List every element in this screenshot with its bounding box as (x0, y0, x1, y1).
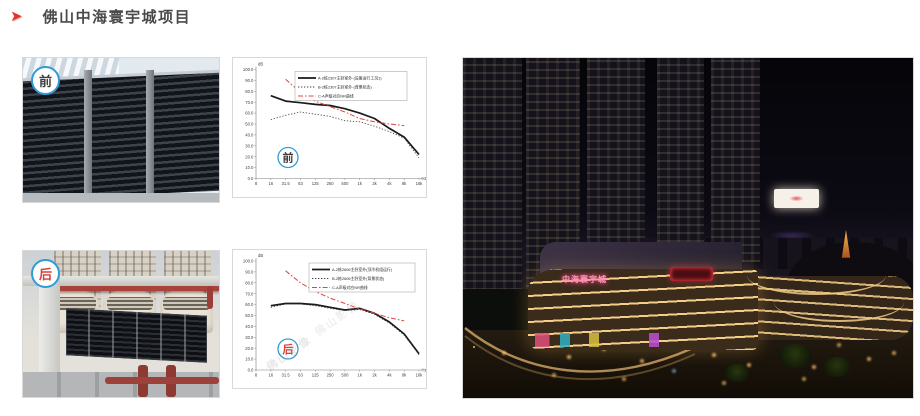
svg-text:30.0: 30.0 (245, 335, 254, 340)
svg-text:500: 500 (341, 373, 349, 378)
before-chart-svg: 0.0 10.0 20.0 30.0 40.0 50.0 60.0 70.0 80.0 90.0 1… (243, 62, 427, 187)
slide-header: ➤ 佛山中海寰宇城项目 (10, 6, 191, 27)
shopfront-lights (535, 333, 742, 347)
red-pipe-horizontal (50, 286, 219, 292)
svg-text:40.0: 40.0 (245, 324, 254, 329)
svg-text:8: 8 (255, 373, 258, 378)
red-led-sign (670, 267, 713, 282)
noise-chart-before: 0.0 10.0 20.0 30.0 40.0 50.0 60.0 70.0 80.0 90.0 1… (232, 57, 427, 198)
svg-text:dB: dB (258, 253, 263, 258)
svg-text:90.0: 90.0 (245, 78, 254, 83)
lit-pagoda (841, 229, 851, 258)
plinth-base (23, 372, 219, 397)
badge-before: 前 (31, 66, 60, 95)
svg-text:50.0: 50.0 (245, 313, 254, 318)
concrete-column (38, 265, 61, 397)
steel-post (83, 69, 92, 197)
mall-logo-sign: 中海寰宇城 (562, 275, 607, 285)
acoustic-louver-screen (66, 308, 208, 363)
svg-text:2k: 2k (372, 373, 377, 378)
tower-silhouette (526, 58, 580, 303)
svg-text:40.0: 40.0 (245, 133, 254, 138)
tower-silhouette (586, 58, 646, 262)
svg-text:1k: 1k (358, 181, 363, 186)
svg-text:0.0: 0.0 (248, 368, 254, 373)
svg-text:Hz: Hz (422, 176, 427, 181)
svg-text:B-2栋2307主卧室外-(背景状态): B-2栋2307主卧室外-(背景状态) (318, 85, 372, 90)
svg-text:250: 250 (327, 181, 335, 186)
svg-text:16k: 16k (416, 181, 424, 186)
svg-text:8: 8 (255, 181, 258, 186)
noise-chart-after: 佛山影像 佛山影像 0.0 10.0 20.0 30.0 40.0 50.0 60.0 70.… (232, 249, 427, 389)
svg-text:31.5: 31.5 (282, 373, 291, 378)
svg-text:50.0: 50.0 (245, 122, 254, 127)
svg-text:70.0: 70.0 (245, 100, 254, 105)
tree (823, 357, 851, 378)
svg-text:100.0: 100.0 (243, 67, 254, 72)
svg-text:500: 500 (341, 181, 349, 186)
red-pipe-elbow (207, 286, 214, 310)
svg-text:125: 125 (312, 373, 320, 378)
svg-text:63: 63 (298, 373, 303, 378)
badge-after: 后 (31, 259, 60, 288)
svg-text:10.0: 10.0 (245, 357, 254, 362)
svg-text:B-2栋2606主卧室外(背景状态): B-2栋2606主卧室外(背景状态) (332, 276, 385, 281)
red-pipe-bottom (105, 376, 219, 384)
svg-text:1k: 1k (358, 373, 363, 378)
svg-text:20.0: 20.0 (245, 154, 254, 159)
svg-text:4k: 4k (387, 373, 392, 378)
svg-text:125: 125 (312, 181, 320, 186)
svg-text:20.0: 20.0 (245, 346, 254, 351)
svg-text:16k: 16k (416, 373, 424, 378)
svg-text:16: 16 (268, 373, 273, 378)
svg-text:前: 前 (283, 151, 294, 165)
night-photo-mall: 中海寰宇城 (462, 57, 914, 399)
svg-text:16: 16 (268, 181, 273, 186)
svg-text:后: 后 (283, 342, 294, 356)
tree (778, 343, 812, 368)
base-strip (23, 193, 219, 202)
svg-text:63: 63 (298, 181, 303, 186)
after-chart-svg: 0.0 10.0 20.0 30.0 40.0 50.0 60.0 70.0 80.0 90.0 1… (243, 253, 427, 378)
svg-text:4k: 4k (387, 181, 392, 186)
page-title: 佛山中海寰宇城项目 (42, 9, 192, 26)
svg-text:70.0: 70.0 (245, 291, 254, 296)
curved-bridge (464, 327, 696, 381)
svg-text:C-A声级对应NR曲线: C-A声级对应NR曲线 (332, 285, 368, 290)
svg-text:10.0: 10.0 (245, 165, 254, 170)
svg-text:2k: 2k (372, 181, 377, 186)
svg-text:80.0: 80.0 (245, 280, 254, 285)
svg-text:250: 250 (327, 373, 335, 378)
steel-post (146, 69, 155, 197)
concrete-beam (23, 275, 219, 287)
svg-text:8k: 8k (402, 181, 407, 186)
svg-text:8k: 8k (402, 373, 407, 378)
tower-silhouette (463, 58, 522, 330)
arrow-bullet-icon: ➤ (10, 8, 23, 25)
svg-text:31.5: 31.5 (282, 181, 291, 186)
white-billboard (773, 188, 819, 208)
photo-louver-before: 前 (22, 57, 220, 203)
svg-text:80.0: 80.0 (245, 89, 254, 94)
photo-cooling-towers-after: 后 (22, 250, 220, 398)
svg-text:0.0: 0.0 (248, 176, 254, 181)
tree (724, 364, 750, 382)
plaza-lights (473, 346, 475, 348)
terrace-light-line (773, 282, 904, 322)
svg-text:60.0: 60.0 (245, 111, 254, 116)
svg-text:A-2栋2307主卧室外-(设备运行工况1): A-2栋2307主卧室外-(设备运行工况1) (318, 76, 382, 81)
svg-text:Hz: Hz (422, 368, 427, 373)
tower-silhouette (710, 58, 760, 262)
svg-text:A-2栋2606主卧室外(顶冷机组运行): A-2栋2606主卧室外(顶冷机组运行) (332, 267, 393, 272)
svg-text:dB: dB (258, 62, 263, 67)
svg-text:90.0: 90.0 (245, 270, 254, 275)
svg-text:100.0: 100.0 (243, 259, 254, 264)
svg-text:60.0: 60.0 (245, 302, 254, 307)
svg-text:30.0: 30.0 (245, 143, 254, 148)
svg-text:C-A声级对应NR曲线: C-A声级对应NR曲线 (318, 94, 354, 99)
